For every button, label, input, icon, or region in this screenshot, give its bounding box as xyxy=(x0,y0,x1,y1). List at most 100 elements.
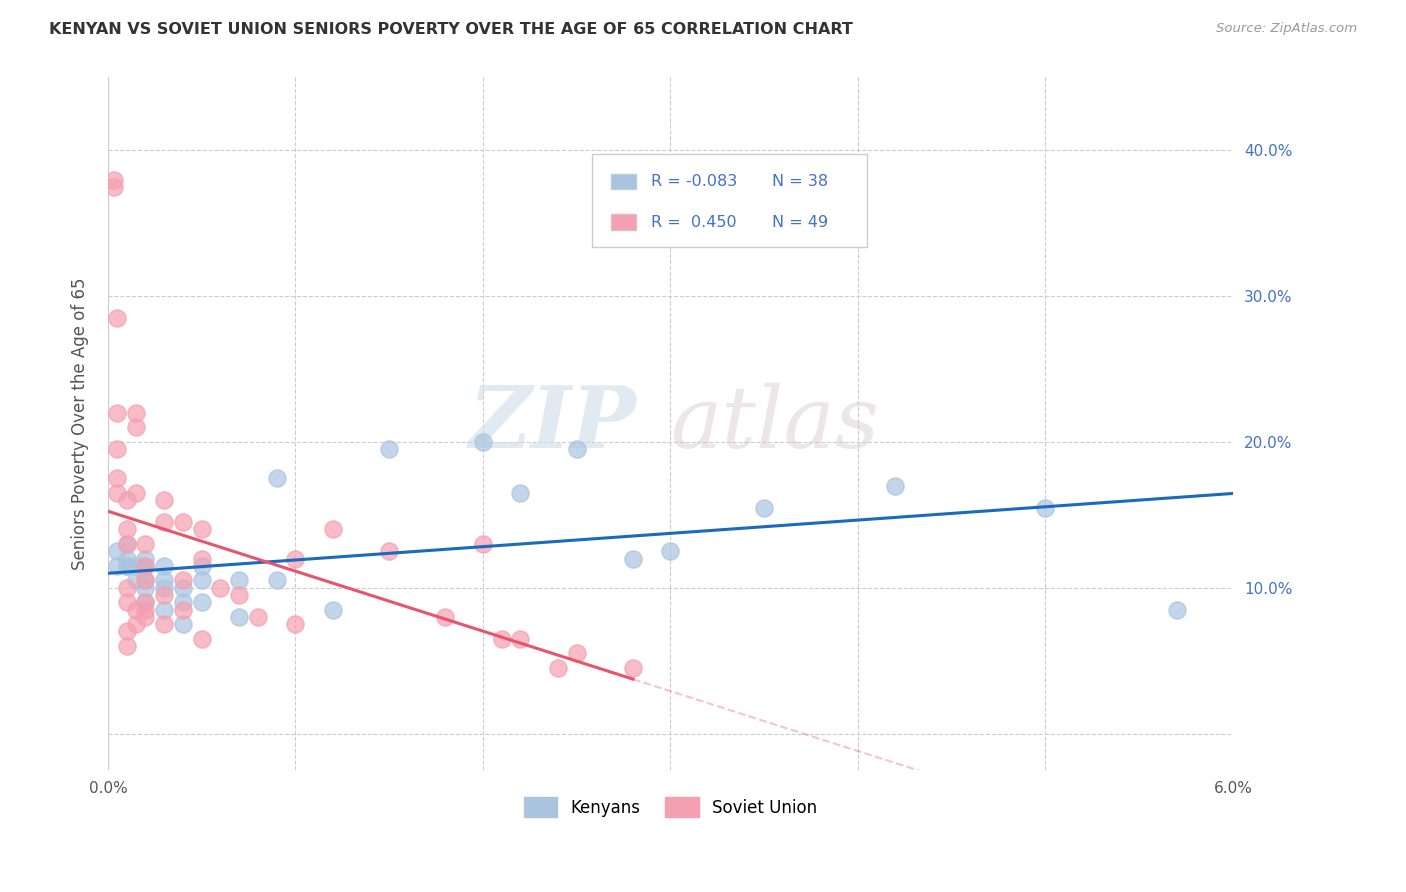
Text: ZIP: ZIP xyxy=(468,382,637,466)
Point xyxy=(125,617,148,632)
Point xyxy=(434,610,457,624)
Point xyxy=(754,500,776,515)
Point xyxy=(284,617,307,632)
Point xyxy=(509,632,531,646)
Point xyxy=(172,595,194,609)
Point xyxy=(105,311,128,326)
Point xyxy=(190,523,212,537)
Point xyxy=(125,406,148,420)
Point xyxy=(125,574,148,588)
Point xyxy=(134,581,156,595)
Text: N = 49: N = 49 xyxy=(772,214,828,229)
Point xyxy=(565,646,588,660)
Text: N = 38: N = 38 xyxy=(772,174,828,189)
Point xyxy=(172,617,194,632)
Point xyxy=(1035,500,1057,515)
Point xyxy=(105,544,128,558)
Point xyxy=(228,588,250,602)
Point xyxy=(153,581,176,595)
Point xyxy=(246,610,269,624)
Point xyxy=(134,595,156,609)
Point xyxy=(190,558,212,573)
Point xyxy=(284,551,307,566)
Point xyxy=(134,595,156,609)
Point xyxy=(153,574,176,588)
Point xyxy=(115,537,138,551)
Point xyxy=(322,602,344,616)
Point xyxy=(153,493,176,508)
Point xyxy=(190,574,212,588)
Point xyxy=(125,602,148,616)
Point xyxy=(103,179,125,194)
Point xyxy=(228,574,250,588)
Point xyxy=(125,486,148,500)
Point xyxy=(134,558,156,573)
Point xyxy=(153,515,176,529)
Point xyxy=(621,551,644,566)
Point xyxy=(115,523,138,537)
Legend: Kenyans, Soviet Union: Kenyans, Soviet Union xyxy=(517,790,824,824)
Point xyxy=(134,558,156,573)
Point xyxy=(125,558,148,573)
Point xyxy=(378,442,401,457)
Point xyxy=(565,442,588,457)
Point xyxy=(209,581,232,595)
Point xyxy=(153,602,176,616)
Point xyxy=(266,574,288,588)
Point xyxy=(115,639,138,653)
FancyBboxPatch shape xyxy=(610,214,636,229)
Point xyxy=(105,558,128,573)
Point xyxy=(491,632,513,646)
Point xyxy=(547,661,569,675)
Point xyxy=(115,581,138,595)
Point xyxy=(115,558,138,573)
Point xyxy=(134,602,156,616)
Point xyxy=(172,581,194,595)
Point xyxy=(884,478,907,492)
Point xyxy=(134,574,156,588)
Point xyxy=(172,574,194,588)
Point xyxy=(105,471,128,485)
Point xyxy=(134,537,156,551)
FancyBboxPatch shape xyxy=(610,174,636,189)
Point xyxy=(266,471,288,485)
Text: Source: ZipAtlas.com: Source: ZipAtlas.com xyxy=(1216,22,1357,36)
Point xyxy=(621,661,644,675)
Point xyxy=(103,172,125,186)
Point xyxy=(115,624,138,639)
Text: R =  0.450: R = 0.450 xyxy=(651,214,737,229)
Point xyxy=(472,434,495,449)
Point xyxy=(509,486,531,500)
Text: R = -0.083: R = -0.083 xyxy=(651,174,738,189)
Point xyxy=(153,588,176,602)
FancyBboxPatch shape xyxy=(592,153,868,247)
Point xyxy=(105,486,128,500)
Point xyxy=(190,551,212,566)
Y-axis label: Seniors Poverty Over the Age of 65: Seniors Poverty Over the Age of 65 xyxy=(72,277,89,570)
Point xyxy=(115,493,138,508)
Point xyxy=(378,544,401,558)
Point xyxy=(472,537,495,551)
Point xyxy=(115,551,138,566)
Point xyxy=(115,558,138,573)
Point xyxy=(153,558,176,573)
Point xyxy=(659,544,682,558)
Point xyxy=(125,420,148,434)
Text: KENYAN VS SOVIET UNION SENIORS POVERTY OVER THE AGE OF 65 CORRELATION CHART: KENYAN VS SOVIET UNION SENIORS POVERTY O… xyxy=(49,22,853,37)
Point xyxy=(134,551,156,566)
Point xyxy=(172,602,194,616)
Point xyxy=(115,537,138,551)
Point xyxy=(190,632,212,646)
Point xyxy=(115,595,138,609)
Point xyxy=(228,610,250,624)
Text: atlas: atlas xyxy=(671,383,880,465)
Point xyxy=(153,617,176,632)
Point xyxy=(322,523,344,537)
Point xyxy=(172,515,194,529)
Point xyxy=(134,574,156,588)
Point xyxy=(1166,602,1188,616)
Point xyxy=(134,610,156,624)
Point xyxy=(190,595,212,609)
Point xyxy=(105,442,128,457)
Point xyxy=(105,406,128,420)
